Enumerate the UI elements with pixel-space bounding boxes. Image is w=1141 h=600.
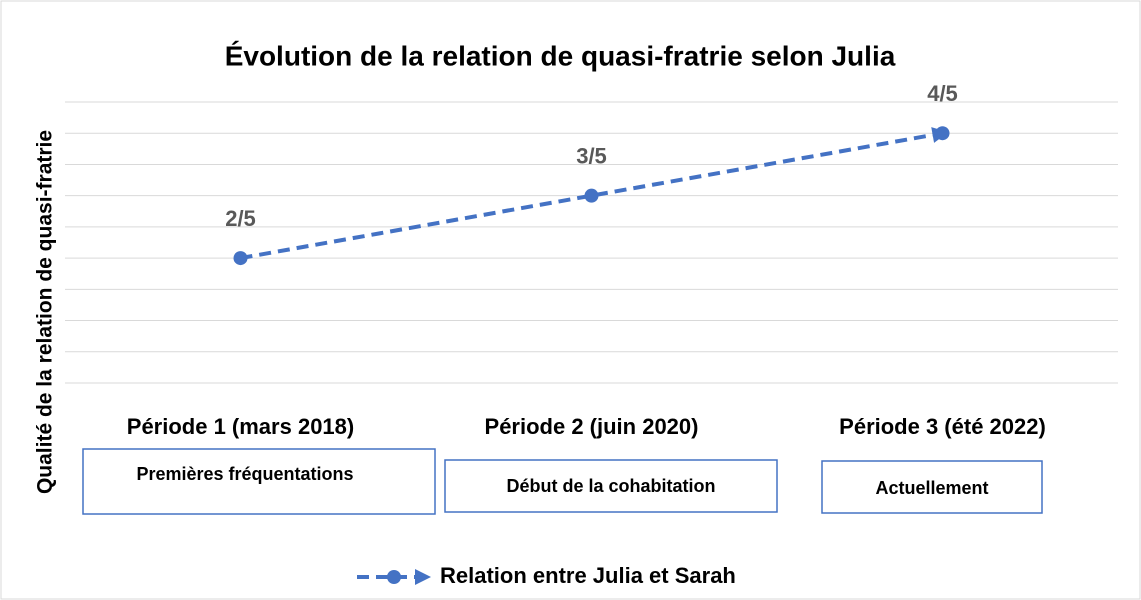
- point: [584, 188, 599, 203]
- point: [233, 251, 248, 266]
- annotation: Début de la cohabitation: [506, 476, 715, 496]
- legend-marker: [387, 570, 401, 584]
- annotation-box: [821, 460, 1043, 514]
- line: [240, 131, 943, 261]
- annotation-box: [444, 459, 778, 513]
- chart-title: Évolution de la relation de quasi-fratri…: [225, 40, 896, 71]
- y-axis-label: Qualité de la relation de quasi-fratrie: [34, 130, 57, 494]
- data-label: 3/5: [576, 143, 607, 168]
- annotation: Actuellement: [875, 478, 988, 498]
- x-tick-label: Période 2 (juin 2020): [485, 414, 699, 439]
- data-label: 4/5: [927, 81, 958, 106]
- x-tick-label: Période 1 (mars 2018): [127, 414, 354, 439]
- annotation: Premières fréquentations: [136, 464, 353, 484]
- x-tick-label: Période 3 (été 2022): [839, 414, 1046, 439]
- legend-label: Relation entre Julia et Sarah: [440, 563, 736, 588]
- legend-arrow: [415, 569, 431, 585]
- data-label: 2/5: [225, 206, 256, 231]
- point: [935, 126, 950, 141]
- annotation-box: [82, 448, 436, 515]
